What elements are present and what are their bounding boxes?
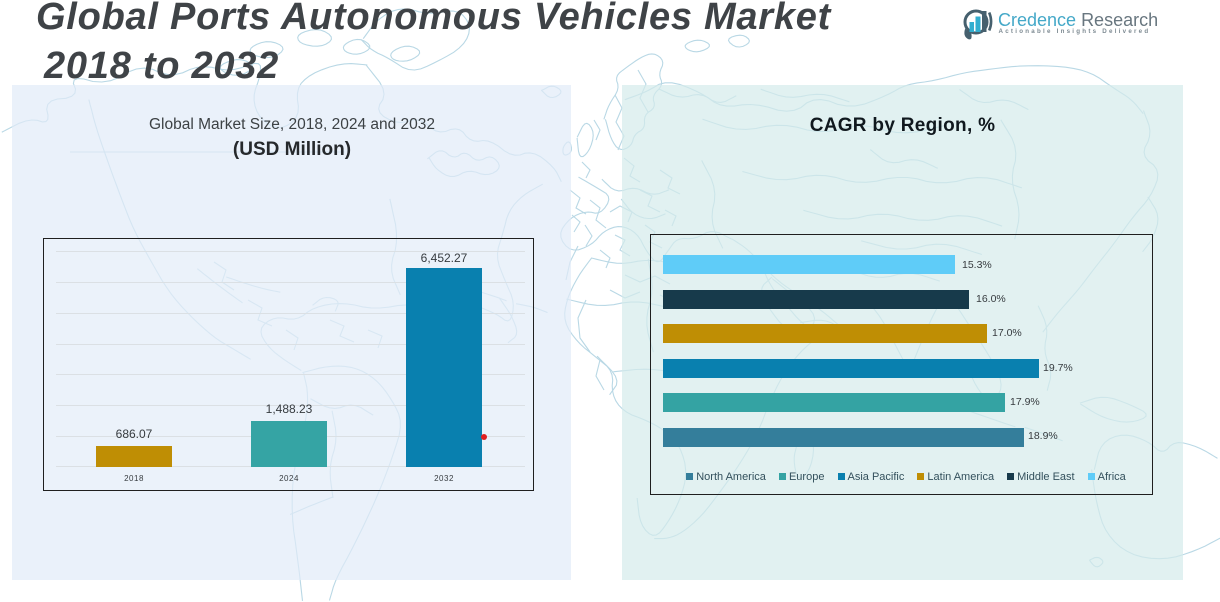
svg-text:Actionable Insights Delivered: Actionable Insights Delivered [999, 28, 1151, 35]
svg-text:Credence Research: Credence Research [998, 10, 1158, 30]
